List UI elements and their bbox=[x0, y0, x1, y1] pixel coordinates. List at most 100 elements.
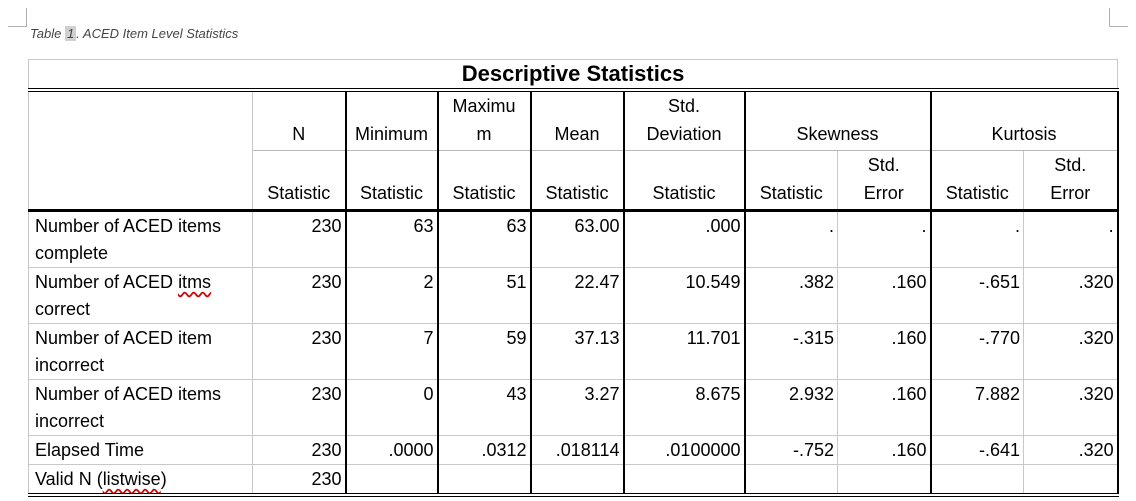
cell-minimum: 7 bbox=[345, 323, 439, 380]
cell-skewness-stderr: .160 bbox=[837, 435, 932, 465]
cell-kurtosis bbox=[930, 464, 1024, 497]
header-skewness: Skewness bbox=[744, 90, 932, 151]
cell-kurtosis-stderr bbox=[1023, 464, 1119, 497]
row-label-start: Valid N ( bbox=[35, 469, 103, 489]
cell-maximum: 51 bbox=[437, 267, 532, 324]
cell-maximum: 63 bbox=[437, 210, 532, 268]
row-label-end: ) bbox=[160, 469, 167, 489]
cell-minimum: .0000 bbox=[345, 435, 439, 465]
subheader-skew-stderr-line1: Std. bbox=[867, 155, 900, 175]
row-label-end: correct bbox=[35, 299, 91, 319]
row-label: Number of ACED items complete bbox=[28, 210, 253, 268]
header-corner bbox=[28, 90, 253, 212]
table-row: Elapsed Time 230 .0000 .0312 .018114 .01… bbox=[28, 435, 1119, 465]
cell-minimum: 63 bbox=[345, 210, 439, 268]
header-std-deviation: Std. Deviation bbox=[623, 90, 746, 151]
cell-std-deviation bbox=[623, 464, 746, 497]
crop-mark-top-right bbox=[1109, 8, 1128, 27]
table-row: Valid N (listwise) 230 bbox=[28, 464, 1119, 497]
row-label-start: Number of ACED bbox=[35, 272, 179, 292]
cell-skewness: .382 bbox=[744, 267, 838, 324]
cell-skewness-stderr: . bbox=[837, 210, 932, 268]
subheader-sd-statistic: Statistic bbox=[623, 150, 746, 212]
cell-skewness: 2.932 bbox=[744, 379, 838, 436]
cell-mean: 37.13 bbox=[530, 323, 625, 380]
crop-mark-top-left bbox=[8, 8, 27, 27]
table-title: Descriptive Statistics bbox=[27, 59, 1119, 92]
cell-kurtosis: -.641 bbox=[930, 435, 1024, 465]
header-std-line1: Std. bbox=[667, 96, 701, 116]
table-row: Number of ACED item incorrect 230 7 59 3… bbox=[28, 323, 1119, 380]
row-label: Elapsed Time bbox=[28, 435, 253, 465]
cell-minimum: 0 bbox=[345, 379, 439, 436]
cell-skewness-stderr: .160 bbox=[837, 267, 932, 324]
cell-kurtosis: -.651 bbox=[930, 267, 1024, 324]
caption-prefix: Table bbox=[30, 26, 65, 41]
cell-mean bbox=[530, 464, 625, 497]
subheader-max-statistic: Statistic bbox=[437, 150, 532, 212]
header-maximum-line2: m bbox=[476, 124, 492, 144]
cell-std-deviation: 10.549 bbox=[623, 267, 746, 324]
subheader-kurt-statistic: Statistic bbox=[930, 150, 1024, 212]
cell-n: 230 bbox=[252, 323, 347, 380]
subheader-kurt-stderr-line2: Error bbox=[1050, 183, 1091, 203]
spelling-flagged-word: listwise bbox=[102, 469, 161, 489]
subheader-min-statistic: Statistic bbox=[345, 150, 439, 212]
cell-kurtosis-stderr: .320 bbox=[1023, 267, 1119, 324]
cell-skewness bbox=[744, 464, 838, 497]
caption-number: 1 bbox=[64, 26, 77, 41]
cell-kurtosis: -.770 bbox=[930, 323, 1024, 380]
header-n: N bbox=[252, 90, 347, 151]
cell-std-deviation: .000 bbox=[623, 210, 746, 268]
cell-mean: 22.47 bbox=[530, 267, 625, 324]
header-maximum-line1: Maximu bbox=[452, 96, 516, 116]
cell-maximum: 59 bbox=[437, 323, 532, 380]
row-label: Number of ACED item incorrect bbox=[28, 323, 253, 380]
cell-maximum: 43 bbox=[437, 379, 532, 436]
spelling-flagged-word: itms bbox=[178, 272, 212, 292]
cell-n: 230 bbox=[252, 210, 347, 268]
subheader-n-statistic: Statistic bbox=[252, 150, 347, 212]
table-row: Number of ACED itms correct 230 2 51 22.… bbox=[28, 267, 1119, 324]
subheader-skew-stderr: Std. Error bbox=[837, 150, 932, 212]
header-mean: Mean bbox=[530, 90, 625, 151]
subheader-skew-stderr-line2: Error bbox=[863, 183, 904, 203]
cell-std-deviation: 8.675 bbox=[623, 379, 746, 436]
header-kurtosis: Kurtosis bbox=[930, 90, 1119, 151]
header-maximum: Maximu m bbox=[437, 90, 532, 151]
cell-skewness-stderr: .160 bbox=[837, 323, 932, 380]
cell-n: 230 bbox=[252, 435, 347, 465]
cell-skewness: -.752 bbox=[744, 435, 838, 465]
table-caption: Table 1. ACED Item Level Statistics bbox=[30, 26, 238, 41]
cell-std-deviation: .0100000 bbox=[623, 435, 746, 465]
cell-minimum bbox=[345, 464, 439, 497]
cell-mean: .018114 bbox=[530, 435, 625, 465]
table-row: Number of ACED items complete 230 63 63 … bbox=[28, 210, 1119, 268]
row-label: Number of ACED itms correct bbox=[28, 267, 253, 324]
cell-kurtosis-stderr: .320 bbox=[1023, 435, 1119, 465]
subheader-kurt-stderr-line1: Std. bbox=[1054, 155, 1087, 175]
cell-n: 230 bbox=[252, 267, 347, 324]
subheader-kurt-stderr: Std. Error bbox=[1023, 150, 1119, 212]
cell-skewness-stderr: .160 bbox=[837, 379, 932, 436]
subheader-skew-statistic: Statistic bbox=[744, 150, 838, 212]
header-minimum: Minimum bbox=[345, 90, 439, 151]
subheader-mean-statistic: Statistic bbox=[530, 150, 625, 212]
row-label: Valid N (listwise) bbox=[28, 464, 253, 497]
cell-kurtosis: 7.882 bbox=[930, 379, 1024, 436]
cell-n: 230 bbox=[252, 464, 347, 497]
cell-mean: 63.00 bbox=[530, 210, 625, 268]
cell-skewness: -.315 bbox=[744, 323, 838, 380]
descriptive-statistics-table: Descriptive Statistics N Minimum Maximu m… bbox=[27, 59, 1119, 497]
cell-mean: 3.27 bbox=[530, 379, 625, 436]
cell-maximum: .0312 bbox=[437, 435, 532, 465]
cell-std-deviation: 11.701 bbox=[623, 323, 746, 380]
header-std-line2: Deviation bbox=[646, 124, 722, 144]
cell-kurtosis-stderr: .320 bbox=[1023, 323, 1119, 380]
table-row: Number of ACED items incorrect 230 0 43 … bbox=[28, 379, 1119, 436]
caption-text: . ACED Item Level Statistics bbox=[76, 26, 239, 41]
cell-kurtosis-stderr: . bbox=[1023, 210, 1119, 268]
cell-skewness-stderr bbox=[837, 464, 932, 497]
row-label: Number of ACED items incorrect bbox=[28, 379, 253, 436]
cell-n: 230 bbox=[252, 379, 347, 436]
